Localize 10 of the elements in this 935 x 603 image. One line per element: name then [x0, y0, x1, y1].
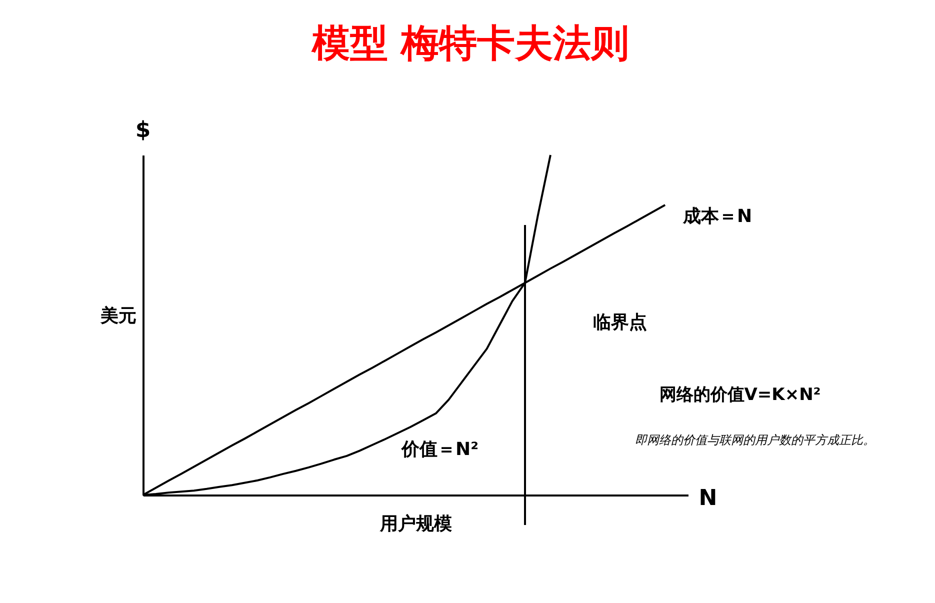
y-axis-title: 美元 [100, 306, 136, 326]
annotation: 网络的价值V=K×N² [659, 385, 821, 405]
series-label: 价值＝N² [400, 439, 478, 460]
annotation: 即网络的价值与联网的用户数的平方成正比。 [635, 433, 875, 447]
x-axis-title: 用户规模 [379, 514, 452, 534]
chart-title: 模型 梅特卡夫法则 [310, 21, 630, 65]
annotation: 临界点 [593, 312, 647, 333]
text: $ [135, 118, 151, 143]
text: N [698, 486, 718, 511]
series-label: 成本＝N [682, 206, 752, 227]
